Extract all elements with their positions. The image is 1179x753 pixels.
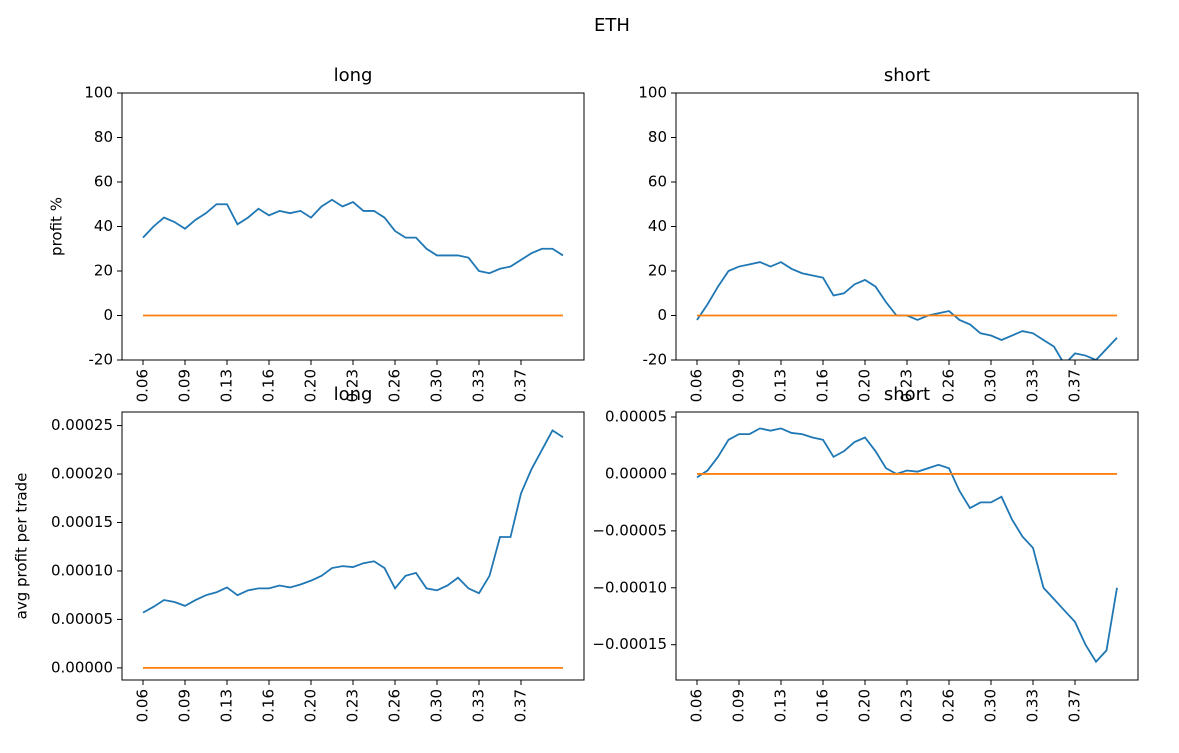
x-tick-label: 0.20 bbox=[302, 369, 320, 402]
x-tick-label: 0.30 bbox=[982, 369, 1000, 402]
y-tick-label: 0.00000 bbox=[605, 464, 667, 482]
y-tick-label: 40 bbox=[94, 217, 113, 235]
subplot-title: short bbox=[884, 65, 930, 86]
x-tick-label: 0.06 bbox=[688, 369, 706, 402]
y-tick-label: 0 bbox=[657, 306, 667, 324]
y-tick-label: −0.00010 bbox=[592, 578, 667, 596]
x-tick-label: 0.13 bbox=[772, 689, 790, 722]
x-tick-label: 0.23 bbox=[344, 369, 362, 402]
x-tick-label: 0.16 bbox=[260, 689, 278, 722]
x-tick-label: 0.37 bbox=[512, 689, 530, 722]
x-tick-label: 0.26 bbox=[940, 689, 958, 722]
y-tick-label: 100 bbox=[84, 84, 113, 102]
x-tick-label: 0.20 bbox=[856, 689, 874, 722]
y-tick-label: 60 bbox=[648, 173, 667, 191]
plot-area bbox=[142, 198, 564, 317]
x-tick-label: 0.30 bbox=[428, 689, 446, 722]
x-tick-label: 0.37 bbox=[1066, 689, 1084, 722]
x-tick-label: 0.33 bbox=[470, 689, 488, 722]
x-tick-label: 0.20 bbox=[856, 369, 874, 402]
data-line bbox=[696, 427, 1118, 664]
x-tick-label: 0.30 bbox=[428, 369, 446, 402]
x-tick-label: 0.33 bbox=[1024, 689, 1042, 722]
y-tick-label: −0.00015 bbox=[592, 635, 667, 653]
x-tick-label: 0.09 bbox=[730, 369, 748, 402]
y-tick-label: 0.00025 bbox=[51, 416, 113, 434]
x-tick-label: 0.16 bbox=[260, 369, 278, 402]
x-tick-label: 0.26 bbox=[386, 369, 404, 402]
x-tick-label: 0.20 bbox=[302, 689, 320, 722]
x-tick-label: 0.06 bbox=[134, 369, 152, 402]
subplot-title: long bbox=[334, 384, 373, 405]
y-tick-label: 0.00005 bbox=[605, 408, 667, 426]
y-axis-label: profit % bbox=[48, 197, 66, 256]
x-tick-label: 0.09 bbox=[176, 689, 194, 722]
y-tick-label: 20 bbox=[94, 262, 113, 280]
x-tick-label: 0.23 bbox=[344, 689, 362, 722]
x-tick-label: 0.13 bbox=[772, 369, 790, 402]
y-tick-label: 0.00000 bbox=[51, 658, 113, 676]
x-tick-label: 0.23 bbox=[898, 689, 916, 722]
x-tick-label: 0.06 bbox=[688, 689, 706, 722]
x-tick-label: 0.13 bbox=[218, 369, 236, 402]
y-tick-label: -20 bbox=[643, 351, 668, 369]
data-line bbox=[142, 198, 564, 275]
x-tick-label: 0.26 bbox=[940, 369, 958, 402]
data-line bbox=[142, 429, 564, 614]
y-tick-label: 80 bbox=[648, 128, 667, 146]
x-tick-label: 0.33 bbox=[470, 369, 488, 402]
y-tick-label: 100 bbox=[638, 84, 667, 102]
y-axis-label: avg profit per trade bbox=[13, 473, 31, 620]
y-tick-label: 80 bbox=[94, 128, 113, 146]
plot-area bbox=[696, 427, 1118, 664]
y-tick-label: 0.00020 bbox=[51, 465, 113, 483]
x-tick-label: 0.16 bbox=[814, 689, 832, 722]
y-tick-label: −0.00005 bbox=[592, 521, 667, 539]
y-tick-label: -20 bbox=[89, 351, 114, 369]
y-tick-label: 20 bbox=[648, 262, 667, 280]
plot-area bbox=[142, 429, 564, 669]
y-tick-label: 0.00015 bbox=[51, 513, 113, 531]
x-tick-label: 0.37 bbox=[1066, 369, 1084, 402]
x-tick-label: 0.33 bbox=[1024, 369, 1042, 402]
x-tick-label: 0.30 bbox=[982, 689, 1000, 722]
y-tick-label: 0.00005 bbox=[51, 610, 113, 628]
plot-area bbox=[696, 261, 1118, 360]
subplot-title: long bbox=[334, 65, 373, 86]
y-tick-label: 40 bbox=[648, 217, 667, 235]
x-tick-label: 0.37 bbox=[512, 369, 530, 402]
x-tick-label: 0.26 bbox=[386, 689, 404, 722]
x-tick-label: 0.23 bbox=[898, 369, 916, 402]
x-tick-label: 0.09 bbox=[176, 369, 194, 402]
x-tick-label: 0.16 bbox=[814, 369, 832, 402]
x-tick-label: 0.06 bbox=[134, 689, 152, 722]
x-tick-label: 0.13 bbox=[218, 689, 236, 722]
y-tick-label: 0.00010 bbox=[51, 561, 113, 579]
y-tick-label: 0 bbox=[103, 306, 113, 324]
y-tick-label: 60 bbox=[94, 173, 113, 191]
x-tick-label: 0.09 bbox=[730, 689, 748, 722]
subplot-title: short bbox=[884, 384, 930, 405]
figure-title: ETH bbox=[594, 15, 630, 36]
